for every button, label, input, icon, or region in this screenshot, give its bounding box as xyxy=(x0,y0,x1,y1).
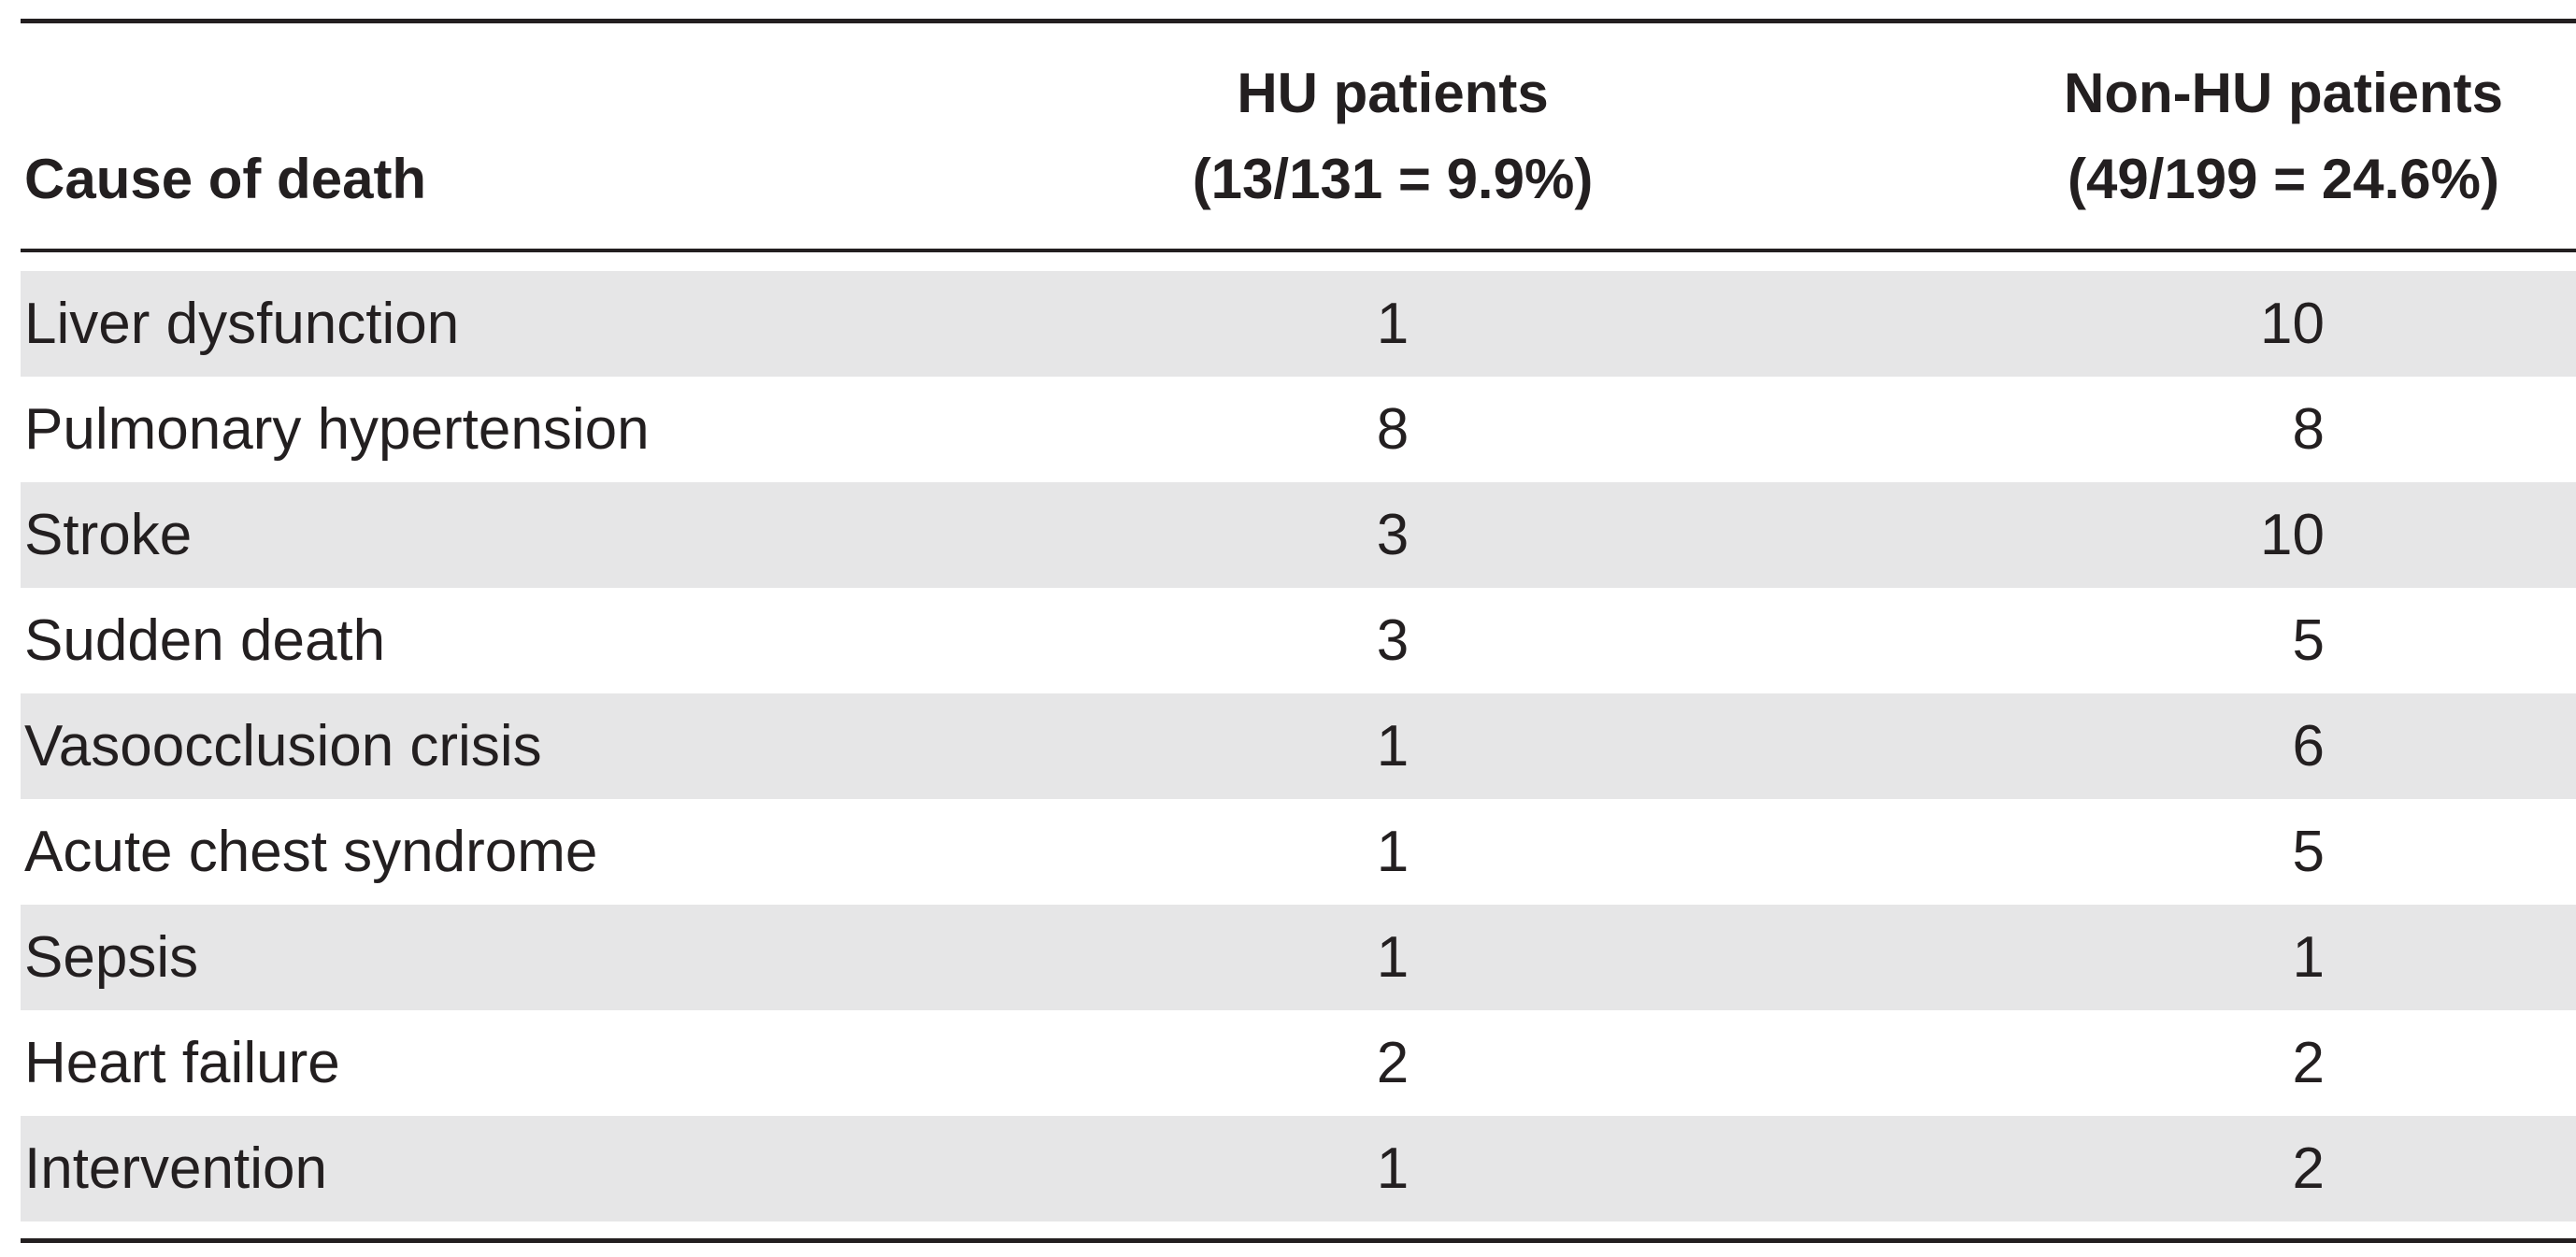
nonhu-cell: 10 xyxy=(2260,292,2325,356)
top-rule xyxy=(21,19,2576,23)
table-row: Acute chest syndrome 1 5 xyxy=(21,799,2576,905)
cause-cell: Heart failure xyxy=(24,1031,340,1095)
nonhu-cell: 1 xyxy=(2292,925,2325,990)
table-row: Pulmonary hypertension 8 8 xyxy=(21,377,2576,482)
cause-cell: Liver dysfunction xyxy=(24,292,460,356)
header-rule xyxy=(21,249,2576,252)
cause-cell: Vasoocclusion crisis xyxy=(24,714,542,778)
nonhu-cell: 5 xyxy=(2292,608,2325,673)
cause-cell: Pulmonary hypertension xyxy=(24,397,650,462)
table-row: Sudden death 3 5 xyxy=(21,588,2576,693)
table-row: Intervention 1 2 xyxy=(21,1116,2576,1221)
nonhu-cell: 2 xyxy=(2292,1031,2325,1095)
table-row: Sepsis 1 1 xyxy=(21,905,2576,1010)
table-row: Heart failure 2 2 xyxy=(21,1010,2576,1116)
table-row: Liver dysfunction 1 10 xyxy=(21,271,2576,377)
cause-cell: Acute chest syndrome xyxy=(24,820,598,884)
cause-cell: Sepsis xyxy=(24,925,199,990)
nonhu-cell: 8 xyxy=(2292,397,2325,462)
table-row: Stroke 3 10 xyxy=(21,482,2576,588)
hu-cell: 1 xyxy=(1376,714,1410,778)
header-nonhu-line2: (49/199 = 24.6%) xyxy=(2068,148,2499,210)
nonhu-cell: 10 xyxy=(2260,503,2325,567)
cause-cell: Sudden death xyxy=(24,608,386,673)
hu-cell: 1 xyxy=(1376,292,1410,356)
hu-cell: 2 xyxy=(1376,1031,1410,1095)
hu-cell: 1 xyxy=(1376,1136,1410,1201)
cause-cell: Stroke xyxy=(24,503,193,567)
hu-cell: 3 xyxy=(1376,608,1410,673)
nonhu-cell: 6 xyxy=(2292,714,2325,778)
header-hu: HU patients (13/131 = 9.9%) xyxy=(1112,50,1673,222)
table-row: Vasoocclusion crisis 1 6 xyxy=(21,693,2576,799)
header-hu-line1: HU patients xyxy=(1237,62,1549,124)
nonhu-cell: 5 xyxy=(2292,820,2325,884)
hu-cell: 1 xyxy=(1376,925,1410,990)
header-cause: Cause of death xyxy=(24,148,427,210)
cause-cell: Intervention xyxy=(24,1136,327,1201)
header-nonhu: Non-HU patients (49/199 = 24.6%) xyxy=(1963,50,2576,222)
header-hu-line2: (13/131 = 9.9%) xyxy=(1192,148,1594,210)
nonhu-cell: 2 xyxy=(2292,1136,2325,1201)
hu-cell: 1 xyxy=(1376,820,1410,884)
bottom-rule xyxy=(21,1238,2576,1243)
hu-cell: 8 xyxy=(1376,397,1410,462)
hu-cell: 3 xyxy=(1376,503,1410,567)
header-nonhu-line1: Non-HU patients xyxy=(2064,62,2503,124)
